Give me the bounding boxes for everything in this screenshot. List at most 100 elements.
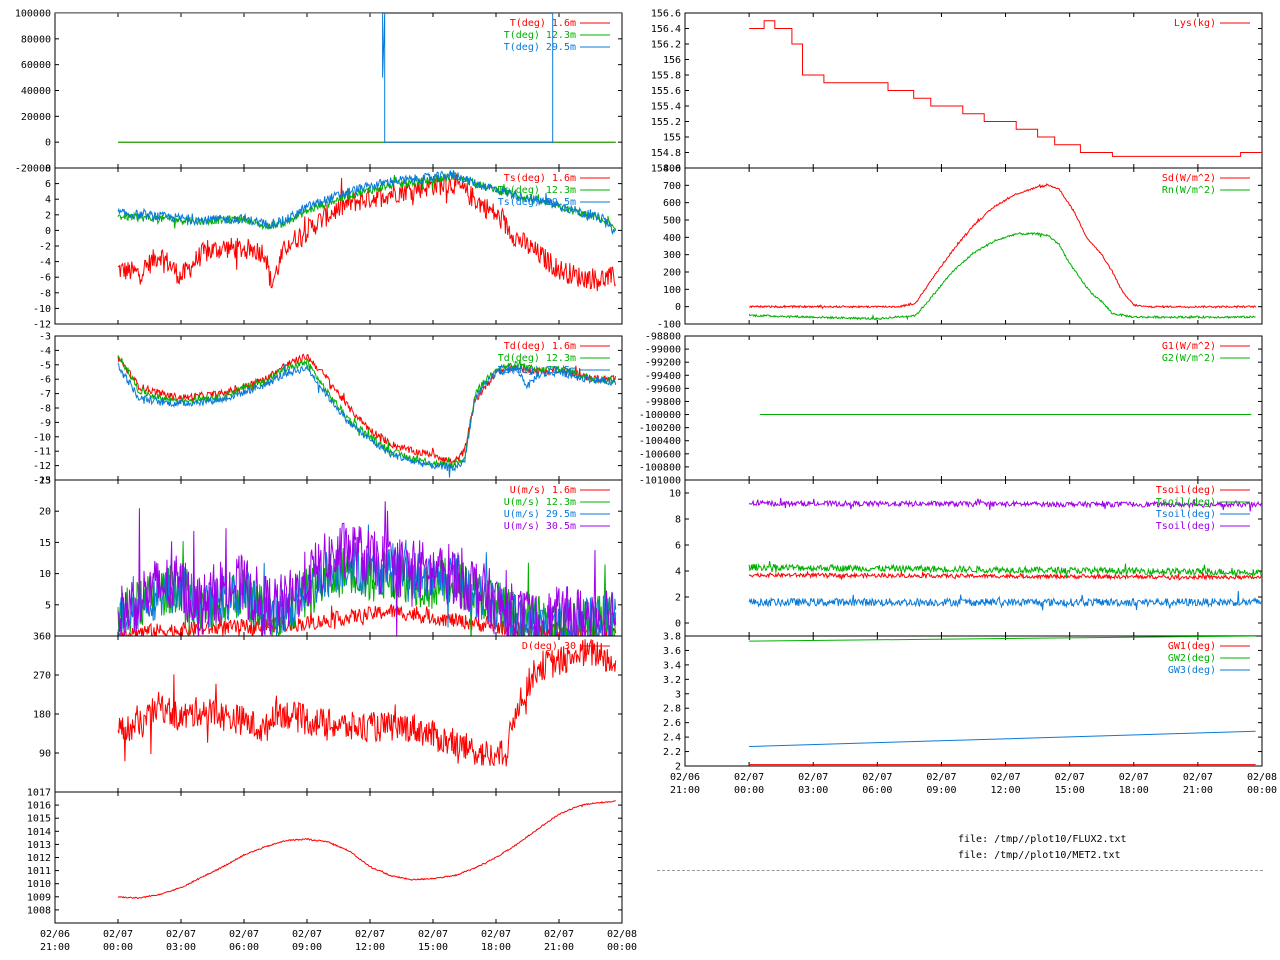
x-tick-date: 02/07 <box>734 772 764 783</box>
x-tick-date: 02/08 <box>607 929 637 940</box>
y-tick-label: 400 <box>663 233 681 244</box>
y-tick-label: 1009 <box>27 892 51 903</box>
y-tick-label: -99000 <box>645 345 681 356</box>
y-tick-label: 155.4 <box>651 102 681 113</box>
y-tick-label: 300 <box>663 250 681 261</box>
series-line-3 <box>748 590 1262 611</box>
y-tick-label: 2.4 <box>663 733 681 744</box>
y-tick-label: -100200 <box>639 423 681 434</box>
x-tick-time: 21:00 <box>1183 785 1213 796</box>
y-tick-label: 2 <box>675 593 681 604</box>
legend-label: U(m/s) 1.6m <box>510 485 576 496</box>
y-tick-label: -10 <box>33 432 51 443</box>
y-tick-label: -4 <box>39 257 51 268</box>
y-tick-label: 180 <box>33 710 51 721</box>
y-tick-label: 6 <box>675 541 681 552</box>
x-tick-time: 18:00 <box>1119 785 1149 796</box>
legend-label: Tsoil(deg) <box>1156 509 1216 520</box>
y-tick-label: -6 <box>39 273 51 284</box>
x-tick-date: 02/07 <box>1183 772 1213 783</box>
y-tick-label: 155.8 <box>651 71 681 82</box>
chart-panel-left-3: -13-12-11-10-9-8-7-6-5-4-3Td(deg) 1.6mTd… <box>33 332 623 487</box>
x-tick-date: 02/07 <box>544 929 574 940</box>
y-tick-label: 3.6 <box>663 646 681 657</box>
x-tick-time: 06:00 <box>862 785 892 796</box>
panel-frame <box>684 635 1263 767</box>
series-line-1 <box>117 639 617 767</box>
y-tick-label: 20 <box>39 507 51 518</box>
panel-frame <box>54 791 623 924</box>
y-tick-label: 3 <box>675 689 681 700</box>
x-tick-date: 02/07 <box>481 929 511 940</box>
y-tick-label: 155 <box>663 133 681 144</box>
y-tick-label: 5 <box>45 600 51 611</box>
y-tick-label: -100000 <box>639 410 681 421</box>
legend-label: U(m/s) 30.5m <box>504 521 576 532</box>
y-tick-label: -99800 <box>645 397 681 408</box>
x-tick-time: 03:00 <box>798 785 828 796</box>
x-tick-time: 09:00 <box>292 942 322 953</box>
legend-label: D(deg) 30 <box>522 641 576 652</box>
x-tick-time: 09:00 <box>926 785 956 796</box>
series-line-3 <box>55 13 622 143</box>
y-tick-label: 700 <box>663 181 681 192</box>
chart-panel-right-5: 2 2.2 2.4 2.6 2.8 3 3.2 3.4 3.6 3.8 GW1(deg)GW2(de… <box>663 632 1263 773</box>
legend-label: GW2(deg) <box>1168 653 1216 664</box>
y-tick-label: -12 <box>33 461 51 472</box>
y-tick-label: 200 <box>663 268 681 279</box>
series-line-2 <box>749 636 1256 642</box>
y-tick-label: -100600 <box>639 449 681 460</box>
y-tick-label: 156 <box>663 55 681 66</box>
x-tick-date: 02/06 <box>670 772 700 783</box>
y-tick-label: 100000 <box>15 9 51 20</box>
series-line-1 <box>117 353 617 465</box>
series-line-3 <box>749 730 1256 747</box>
legend-label: G1(W/m^2) <box>1162 341 1216 352</box>
x-tick-date: 02/07 <box>798 772 828 783</box>
legend-label: Tsoil(deg) <box>1156 485 1216 496</box>
legend-label: GW1(deg) <box>1168 641 1216 652</box>
legend-label: T(deg) 1.6m <box>510 18 576 29</box>
y-tick-label: -7 <box>39 389 51 400</box>
y-tick-label: 154.6 <box>651 164 681 175</box>
y-tick-label: 8 <box>45 164 51 175</box>
y-tick-label: -4 <box>39 346 51 357</box>
y-tick-label: 800 <box>663 164 681 175</box>
legend-label: Td(deg) 12.3m <box>498 353 576 364</box>
x-tick-time: 21:00 <box>40 942 70 953</box>
x-tick-date: 02/07 <box>862 772 892 783</box>
x-tick-date: 02/07 <box>1119 772 1149 783</box>
legend-label: U(m/s) 12.3m <box>504 497 576 508</box>
y-tick-label: -98800 <box>645 332 681 343</box>
y-tick-label: 156.2 <box>651 40 681 51</box>
y-tick-label: 2 <box>45 210 51 221</box>
x-tick-date: 02/06 <box>40 929 70 940</box>
y-tick-label: 155.2 <box>651 117 681 128</box>
y-tick-label: 270 <box>33 671 51 682</box>
chart-panel-right-3: -101000 -100800 -100600 -100400 -100200 -1000… <box>639 332 1263 487</box>
panel-frame <box>684 12 1263 169</box>
y-tick-label: 2 <box>675 762 681 773</box>
x-tick-time: 15:00 <box>1055 785 1085 796</box>
y-tick-label: 3.4 <box>663 660 681 671</box>
x-tick-time: 12:00 <box>355 942 385 953</box>
legend-label: G2(W/m^2) <box>1162 353 1216 364</box>
series-line-1 <box>749 183 1257 310</box>
series-line-1 <box>749 20 1262 157</box>
y-tick-label: 154.8 <box>651 148 681 159</box>
y-tick-label: 4 <box>675 567 681 578</box>
y-tick-label: 1017 <box>27 788 51 799</box>
x-tick-time: 03:00 <box>166 942 196 953</box>
x-tick-time: 00:00 <box>734 785 764 796</box>
x-tick-time: 00:00 <box>607 942 637 953</box>
y-tick-label: -8 <box>39 404 51 415</box>
y-tick-label: 360 <box>33 632 51 643</box>
y-tick-label: 25 <box>39 476 51 487</box>
x-tick-date: 02/08 <box>1247 772 1277 783</box>
y-tick-label: -99400 <box>645 371 681 382</box>
y-tick-label: 3.2 <box>663 675 681 686</box>
x-tick-time: 18:00 <box>481 942 511 953</box>
y-tick-label: 0 <box>675 302 681 313</box>
